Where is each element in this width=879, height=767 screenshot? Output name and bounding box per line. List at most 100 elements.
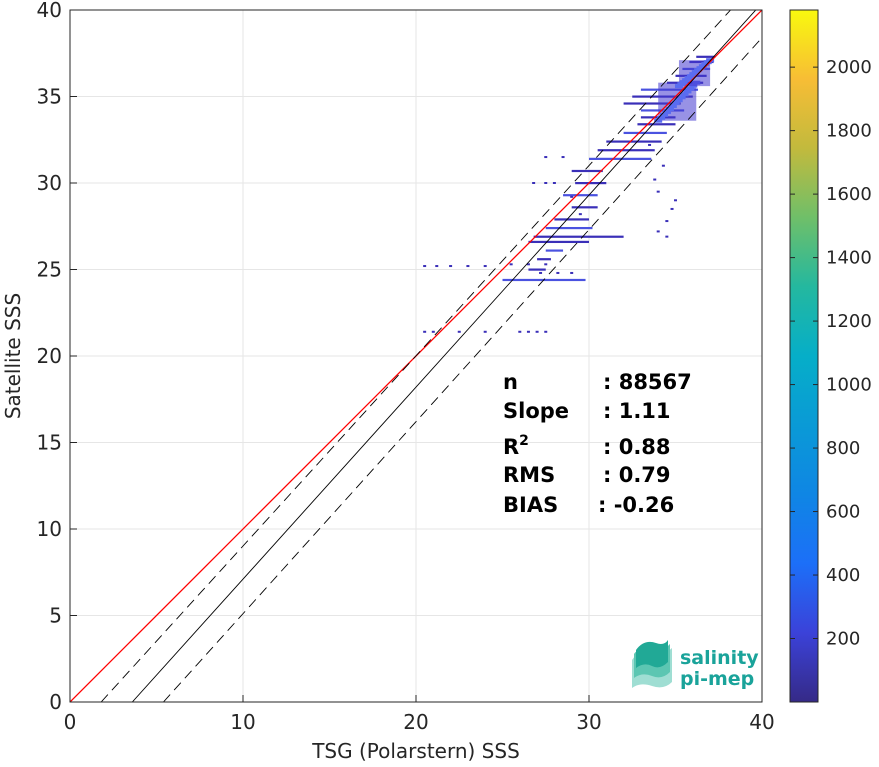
density-cell xyxy=(680,92,689,97)
y-axis-ticks: 0 5 10 15 20 25 30 35 40 xyxy=(37,0,77,714)
density-segment xyxy=(545,226,593,230)
density-segment xyxy=(563,194,598,197)
wave-logo-icon xyxy=(632,640,672,688)
x-axis-label: TSG (Polarstern) SSS xyxy=(311,739,520,763)
density-segment xyxy=(696,55,716,58)
density-dot xyxy=(561,156,565,159)
density-dot xyxy=(532,182,536,184)
x-tick-label: 30 xyxy=(576,710,601,734)
density-dot xyxy=(526,263,530,266)
density-dot xyxy=(544,156,548,159)
x-tick-label: 40 xyxy=(749,710,774,734)
density-dot xyxy=(544,330,548,333)
colorbar-tick-label: 1800 xyxy=(826,121,872,142)
statistics-box: n: 88567 Slope: 1.11 R2: 0.88 RMS: 0.79 BIAS… xyxy=(503,370,692,517)
y-tick-label: 10 xyxy=(37,517,62,541)
salinity-pimep-logo: salinity pi-mep xyxy=(632,640,759,690)
density-dot xyxy=(518,330,522,333)
density-segment xyxy=(537,258,551,261)
colorbar-tick-label: 400 xyxy=(826,565,860,586)
density-dot xyxy=(435,265,439,268)
density-dot xyxy=(483,265,487,268)
density-dot xyxy=(670,207,674,210)
stat-value: : 0.88 xyxy=(603,435,671,459)
density-dot xyxy=(570,271,574,274)
density-dot xyxy=(449,265,453,268)
density-dot xyxy=(653,178,657,181)
density-segment xyxy=(528,240,589,244)
density-segment xyxy=(571,206,598,209)
fit-lines xyxy=(70,10,762,702)
density-cell xyxy=(654,118,663,123)
y-tick-label: 40 xyxy=(37,0,62,22)
colorbar-tick-label: 800 xyxy=(826,438,860,459)
density-dot xyxy=(665,235,669,238)
density-cell xyxy=(677,95,686,100)
density-cell xyxy=(668,104,677,109)
colorbar-tick-label: 1600 xyxy=(826,184,872,205)
logo-text-line1: salinity xyxy=(680,647,759,669)
x-tick-label: 0 xyxy=(64,710,77,734)
density-dot xyxy=(661,164,665,167)
stat-label: R2 xyxy=(503,433,529,459)
series-line xyxy=(163,37,762,702)
density-segment xyxy=(606,140,662,143)
y-axis-label: Satellite SSS xyxy=(1,293,25,419)
y-tick-label: 15 xyxy=(37,431,62,455)
density-segment xyxy=(554,218,589,221)
density-dot xyxy=(483,330,487,333)
x-tick-label: 10 xyxy=(230,710,255,734)
density-cell xyxy=(683,89,692,94)
density-cell xyxy=(662,109,671,114)
stat-superscript: 2 xyxy=(519,433,529,449)
density-dot xyxy=(544,263,548,266)
stat-value: : -0.26 xyxy=(598,493,674,517)
density-cloud xyxy=(423,55,716,333)
density-dot xyxy=(423,265,427,268)
colorbar-tick-label: 600 xyxy=(826,502,860,523)
density-dot xyxy=(552,182,556,184)
y-tick-label: 20 xyxy=(37,344,62,368)
logo-text-line2: pi-mep xyxy=(680,668,754,690)
colorbar-tick-label: 2000 xyxy=(826,57,872,78)
density-dot xyxy=(556,271,560,274)
density-dot xyxy=(544,182,548,184)
density-dot xyxy=(423,330,427,333)
density-segment xyxy=(623,102,681,105)
density-cell xyxy=(657,115,666,120)
colorbar-ticks: 200 400 600 800 1000 1200 1400 1600 1800 2000 xyxy=(790,57,872,650)
series-line xyxy=(100,10,732,702)
x-axis-ticks: 0 10 20 30 40 xyxy=(64,695,775,734)
stat-label: Slope xyxy=(503,399,569,423)
y-tick-label: 35 xyxy=(37,85,62,109)
density-dot xyxy=(457,330,461,333)
y-tick-label: 5 xyxy=(49,604,62,628)
density-segment xyxy=(589,157,652,160)
y-tick-label: 0 xyxy=(49,690,62,714)
density-dot xyxy=(656,230,660,233)
density-dot xyxy=(656,190,660,193)
density-dot xyxy=(570,195,574,198)
density-dot xyxy=(431,330,435,333)
density-cell xyxy=(686,86,695,91)
colorbar-tick-label: 1400 xyxy=(826,248,872,269)
colorbar-tick-label: 1000 xyxy=(826,375,872,396)
density-dot xyxy=(539,271,543,274)
density-dot xyxy=(674,199,677,202)
density-cell xyxy=(674,98,683,103)
density-cell xyxy=(671,101,680,106)
density-dot xyxy=(648,143,652,146)
density-dot xyxy=(466,265,470,268)
density-dot xyxy=(526,330,530,333)
stat-value: : 1.11 xyxy=(603,399,671,423)
density-dot xyxy=(665,220,669,223)
y-tick-label: 25 xyxy=(37,258,62,282)
stat-value: : 88567 xyxy=(603,370,692,394)
stat-value: : 0.79 xyxy=(603,463,671,487)
density-segment xyxy=(597,149,655,152)
density-segment xyxy=(575,182,607,185)
density-segment xyxy=(571,169,603,173)
stat-label: BIAS xyxy=(503,493,558,517)
density-dot xyxy=(535,330,539,333)
colorbar-tick-label: 200 xyxy=(826,629,860,650)
